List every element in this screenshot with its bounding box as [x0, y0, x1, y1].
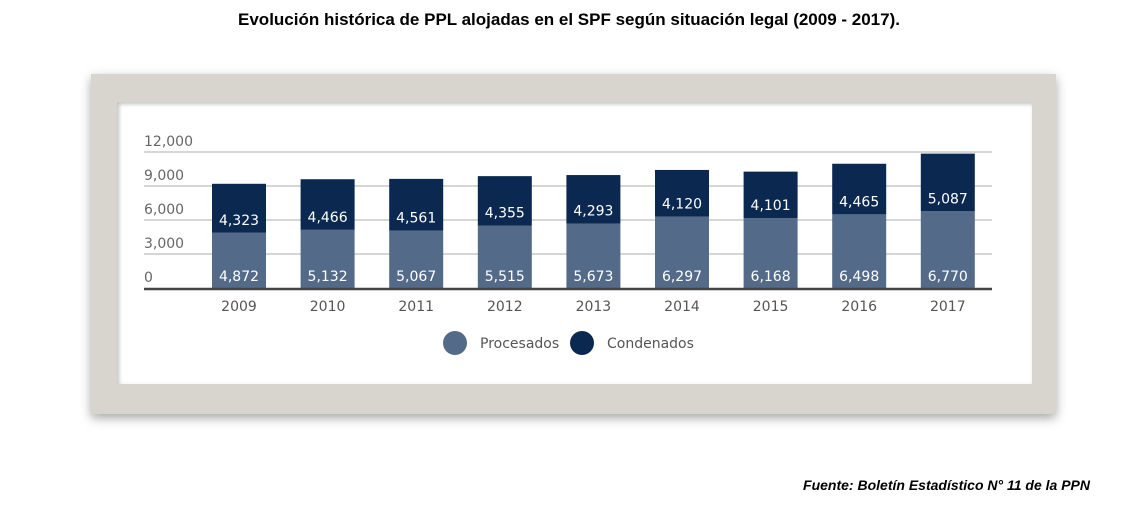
bar-procesados [655, 216, 709, 288]
x-tick-label: 2013 [576, 299, 612, 315]
source-note: Fuente: Boletín Estadístico N° 11 de la … [803, 477, 1090, 493]
data-label: 5,673 [573, 269, 613, 285]
data-label: 6,498 [839, 269, 879, 285]
bar-procesados [566, 223, 621, 288]
x-tick-label: 2014 [664, 299, 700, 315]
x-tick-label: 2009 [221, 299, 257, 315]
x-tick-label: 2010 [310, 299, 346, 315]
bar-condenados [920, 153, 975, 212]
x-tick-label: 2016 [841, 299, 877, 315]
bar-procesados [477, 225, 532, 288]
data-label: 4,101 [751, 198, 791, 214]
bar-procesados [920, 211, 975, 288]
data-label: 4,872 [219, 269, 259, 285]
data-label: 4,465 [839, 194, 879, 210]
data-label: 4,466 [308, 210, 348, 226]
legend-label: Procesados [480, 336, 559, 352]
bar-condenados [389, 178, 444, 231]
data-label: 4,293 [573, 204, 613, 220]
bar-condenados [566, 175, 621, 224]
y-tick-label: 0 [144, 270, 153, 286]
bar-procesados [832, 214, 887, 288]
data-label: 4,120 [662, 197, 702, 213]
data-label: 4,561 [396, 211, 436, 227]
bar-condenados [212, 183, 266, 233]
data-label: 5,515 [485, 269, 525, 285]
bar-procesados [300, 229, 355, 288]
data-label: 6,297 [662, 269, 702, 285]
bar-condenados [655, 169, 709, 217]
chart-title: Evolución histórica de PPL alojadas en e… [238, 10, 900, 29]
data-label: 4,323 [219, 213, 259, 229]
data-label: 6,770 [928, 269, 968, 285]
x-tick-label: 2012 [487, 299, 523, 315]
bar-procesados [212, 232, 266, 288]
bar-procesados [743, 218, 798, 288]
bar-condenados [832, 163, 887, 215]
data-label: 5,132 [308, 269, 348, 285]
y-tick-label: 6,000 [144, 202, 184, 218]
bar-condenados [743, 171, 798, 219]
x-tick-label: 2011 [398, 299, 434, 315]
data-label: 4,355 [485, 205, 525, 221]
bar-procesados [389, 230, 444, 288]
y-tick-label: 12,000 [144, 134, 193, 150]
legend-label: Condenados [607, 336, 694, 352]
data-label: 5,067 [396, 269, 436, 285]
x-tick-label: 2017 [930, 299, 966, 315]
data-label: 5,087 [928, 191, 968, 207]
legend-marker-procesados [443, 331, 467, 355]
legend-marker-condenados [570, 331, 594, 355]
y-tick-label: 3,000 [144, 236, 184, 252]
bar-condenados [300, 179, 355, 230]
y-tick-label: 9,000 [144, 168, 184, 184]
data-label: 6,168 [751, 269, 791, 285]
bar-condenados [477, 176, 532, 226]
x-tick-label: 2015 [753, 299, 789, 315]
